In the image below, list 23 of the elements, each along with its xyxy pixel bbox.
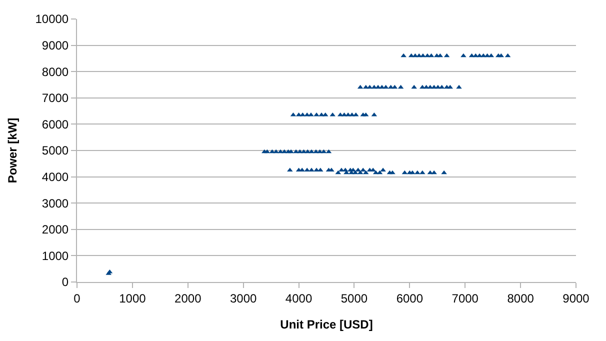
y-tick-label: 1000 xyxy=(42,248,69,263)
x-tick-label: 0 xyxy=(74,291,81,306)
x-axis-title: Unit Price [USD] xyxy=(280,317,373,332)
x-tick-label: 6000 xyxy=(396,291,424,306)
y-tick-label: 10000 xyxy=(35,12,69,26)
y-tick-label: 8000 xyxy=(42,64,69,79)
y-tick-label: 6000 xyxy=(42,117,69,132)
x-tick-label: 9000 xyxy=(562,291,590,306)
y-tick-label: 5000 xyxy=(42,144,69,158)
x-tick-label: 4000 xyxy=(285,291,312,306)
y-axis-title: Power [kW] xyxy=(6,118,20,184)
x-tick-label: 8000 xyxy=(507,291,534,306)
y-tick-label: 0 xyxy=(62,275,69,290)
x-tick-label: 3000 xyxy=(230,291,257,306)
y-tick-label: 4000 xyxy=(42,170,69,184)
x-tick-label: 7000 xyxy=(452,291,479,306)
x-tick-label: 2000 xyxy=(174,291,202,306)
y-tick-label: 3000 xyxy=(42,196,69,210)
y-tick-label: 7000 xyxy=(42,91,69,106)
y-tick-label: 9000 xyxy=(42,38,69,52)
x-tick-label: 1000 xyxy=(119,291,146,306)
x-tick-label: 5000 xyxy=(340,291,368,306)
y-tick-label: 2000 xyxy=(42,222,69,237)
